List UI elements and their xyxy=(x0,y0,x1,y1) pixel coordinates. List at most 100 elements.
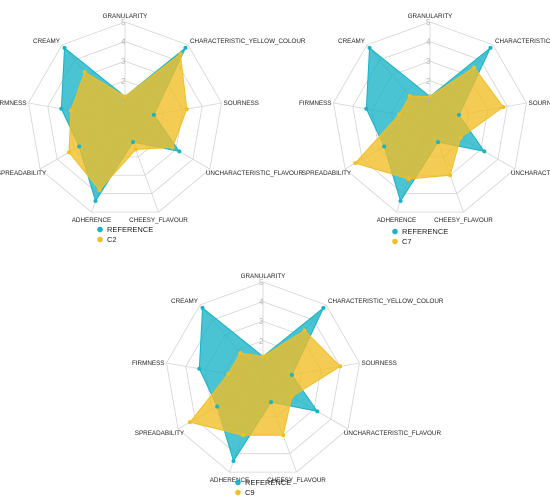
axis-label-granularity: GRANULARITY xyxy=(408,13,454,20)
tick-label: 1 xyxy=(259,356,264,365)
legend-label-reference: REFERENCE xyxy=(402,227,448,236)
data-point-c7 xyxy=(448,173,453,178)
data-point-reference xyxy=(382,144,387,149)
data-point-reference xyxy=(183,45,188,50)
tick-label: 5 xyxy=(426,18,431,27)
data-point-reference xyxy=(177,149,182,154)
data-point-c7 xyxy=(407,93,412,98)
legend-marker-reference xyxy=(235,479,241,486)
axis-label-spreadability: SPREADABILITY xyxy=(302,170,352,177)
axis-label-characteristic-yellow-colour: CHARACTERISTIC_YELLOW_COLOUR xyxy=(190,38,306,45)
data-point-reference xyxy=(269,400,274,405)
tick-label: 2 xyxy=(121,77,126,86)
data-point-reference xyxy=(77,144,82,149)
legend-marker-reference xyxy=(97,226,103,233)
axis-label-granularity: GRANULARITY xyxy=(241,273,287,280)
data-point-reference xyxy=(436,140,441,145)
axis-label-firmness: FIRMNESS xyxy=(0,100,26,107)
data-point-reference xyxy=(488,45,493,50)
axis-label-sourness: SOURNESS xyxy=(224,100,259,107)
legend-marker-c7 xyxy=(392,238,398,245)
legend-label-reference: REFERENCE xyxy=(107,225,153,234)
axis-label-uncharacteristic-flavour: UNCHARACTERISTIC_FLAVOUR xyxy=(511,170,550,177)
data-point-c7 xyxy=(472,65,477,70)
tick-label: 1 xyxy=(121,96,126,105)
data-point-c9 xyxy=(289,394,294,399)
tick-label: 3 xyxy=(121,57,126,66)
data-point-c7 xyxy=(428,94,432,99)
axis-label-adherence: ADHERENCE xyxy=(210,477,250,484)
tick-label: 5 xyxy=(259,278,264,287)
data-point-reference xyxy=(62,45,67,50)
axis-label-creamy: CREAMY xyxy=(33,38,61,45)
legend-marker-c2 xyxy=(97,236,103,243)
data-point-c7 xyxy=(501,105,506,110)
tick-label: 2 xyxy=(426,77,431,86)
data-point-c2 xyxy=(133,147,138,152)
data-point-c7 xyxy=(353,161,358,166)
series-area-c7 xyxy=(354,66,505,180)
tick-label: 4 xyxy=(426,38,431,47)
axis-label-characteristic-yellow-colour: CHARACTERISTIC_YELLOW_COLOUR xyxy=(328,298,444,305)
axis-label-cheesy-flavour: CHEESY_FLAVOUR xyxy=(267,477,326,484)
data-point-c9 xyxy=(302,328,307,333)
axis-label-uncharacteristic-flavour: UNCHARACTERISTIC_FLAVOUR xyxy=(344,430,442,437)
axis-label-granularity: GRANULARITY xyxy=(103,13,149,20)
legend-label-c7: C7 xyxy=(402,237,412,246)
legend-marker-c9 xyxy=(235,489,241,496)
axis-label-sourness: SOURNESS xyxy=(362,360,397,367)
data-point-reference xyxy=(131,140,136,145)
data-point-reference xyxy=(197,366,202,371)
data-point-reference xyxy=(482,149,487,154)
data-point-reference xyxy=(398,199,403,204)
data-point-c2 xyxy=(97,187,102,192)
data-point-reference xyxy=(456,112,461,117)
data-point-c2 xyxy=(82,69,87,74)
data-point-reference xyxy=(151,112,156,117)
grid-ring-5 xyxy=(333,21,527,213)
axis-label-cheesy-flavour: CHEESY_FLAVOUR xyxy=(434,217,493,224)
axis-label-creamy: CREAMY xyxy=(171,298,199,305)
data-point-c9 xyxy=(188,420,193,425)
data-point-c9 xyxy=(238,350,243,355)
data-point-c2 xyxy=(178,51,183,56)
tick-label: 3 xyxy=(259,317,264,326)
grid-ring-5 xyxy=(28,21,222,213)
data-point-c2 xyxy=(170,145,175,150)
tick-label: 1 xyxy=(426,96,431,105)
data-point-c7 xyxy=(458,135,463,140)
axis-label-adherence: ADHERENCE xyxy=(377,217,417,224)
data-point-c9 xyxy=(338,364,343,369)
data-point-c9 xyxy=(240,433,245,438)
data-point-c7 xyxy=(406,176,411,181)
tick-label: 2 xyxy=(259,337,264,346)
data-point-reference xyxy=(315,409,320,414)
data-point-reference xyxy=(289,372,294,377)
axis-label-firmness: FIRMNESS xyxy=(132,360,165,367)
series-area-c9 xyxy=(189,329,342,436)
axis-label-spreadability: SPREADABILITY xyxy=(135,430,185,437)
series-area-c2 xyxy=(68,53,188,191)
data-point-reference xyxy=(364,106,369,111)
axis-label-firmness: FIRMNESS xyxy=(299,100,332,107)
axis-label-characteristic-yellow-colour: CHARACTERISTIC_YELLOW_COLOUR xyxy=(495,38,550,45)
tick-label: 3 xyxy=(426,57,431,66)
data-point-reference xyxy=(321,305,326,310)
tick-label: 5 xyxy=(121,18,126,27)
data-point-c2 xyxy=(68,108,73,113)
data-point-c2 xyxy=(66,150,71,155)
data-point-reference xyxy=(200,305,205,310)
data-point-reference xyxy=(367,45,372,50)
grid-ring-5 xyxy=(166,281,360,473)
tick-label: 4 xyxy=(259,298,264,307)
axis-label-cheesy-flavour: CHEESY_FLAVOUR xyxy=(129,217,188,224)
data-point-c2 xyxy=(123,94,127,99)
data-point-reference xyxy=(59,106,64,111)
grid-ring-4 xyxy=(185,301,341,455)
grid-ring-4 xyxy=(352,41,508,195)
legend-marker-reference xyxy=(392,228,398,235)
axis-label-uncharacteristic-flavour: UNCHARACTERISTIC_FLAVOUR xyxy=(206,170,304,177)
